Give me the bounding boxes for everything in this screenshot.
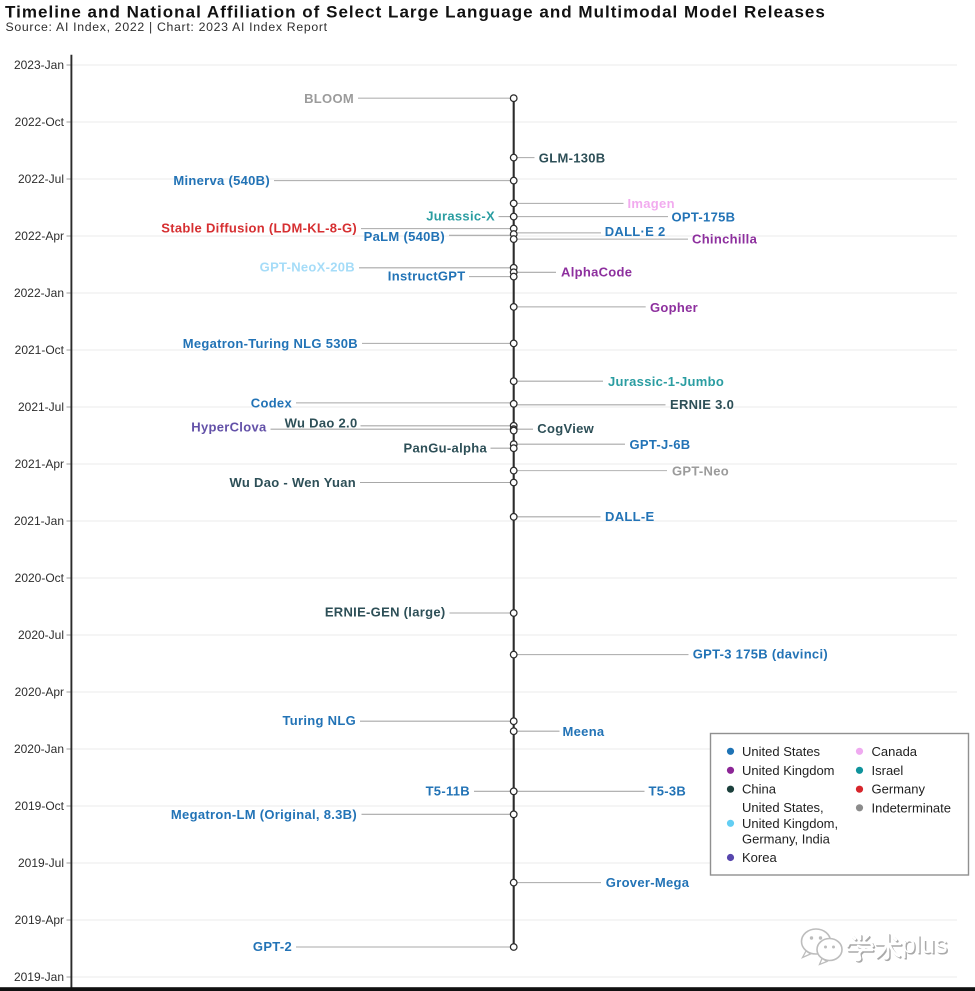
svg-text:Imagen: Imagen [628,196,675,211]
svg-text:Codex: Codex [251,396,293,411]
svg-text:PanGu-alpha: PanGu-alpha [404,440,488,455]
svg-text:GPT-2: GPT-2 [253,939,292,954]
svg-text:2023-Jan: 2023-Jan [14,58,64,72]
svg-text:ERNIE-GEN (large): ERNIE-GEN (large) [325,605,446,620]
svg-text:BLOOM: BLOOM [304,91,354,106]
svg-text:2022-Oct: 2022-Oct [15,115,65,129]
svg-text:Israel: Israel [872,763,904,778]
svg-text:2019-Oct: 2019-Oct [15,799,65,813]
svg-text:Indeterminate: Indeterminate [872,800,952,815]
svg-text:T5-3B: T5-3B [649,784,687,799]
svg-text:AlphaCode: AlphaCode [561,265,632,280]
svg-text:2022-Apr: 2022-Apr [15,229,64,243]
svg-text:China: China [742,782,777,797]
svg-text:GPT-J-6B: GPT-J-6B [630,437,691,452]
svg-text:GPT-NeoX-20B: GPT-NeoX-20B [260,260,355,275]
svg-text:Megatron-Turing NLG 530B: Megatron-Turing NLG 530B [183,336,358,351]
svg-text:GPT-Neo: GPT-Neo [672,463,729,478]
svg-text:CogView: CogView [537,421,594,436]
svg-text:United States: United States [742,744,821,759]
svg-text:2019-Jan: 2019-Jan [14,970,64,984]
svg-text:United States,: United States, [742,800,824,815]
svg-text:2021-Apr: 2021-Apr [15,457,64,471]
svg-text:2022-Jul: 2022-Jul [18,172,64,186]
svg-text:PaLM (540B): PaLM (540B) [364,229,445,244]
svg-text:Germany: Germany [872,782,926,797]
svg-text:Megatron-LM (Original, 8.3B): Megatron-LM (Original, 8.3B) [171,807,357,822]
svg-text:GPT-3 175B (davinci): GPT-3 175B (davinci) [693,647,828,662]
svg-text:Jurassic-1-Jumbo: Jurassic-1-Jumbo [608,374,724,389]
svg-text:T5-11B: T5-11B [426,784,470,799]
svg-text:Korea: Korea [742,850,777,865]
svg-text:United Kingdom,: United Kingdom, [742,816,838,831]
svg-text:2019-Jul: 2019-Jul [18,856,64,870]
svg-text:Grover-Mega: Grover-Mega [606,875,690,890]
svg-text:Source: AI Index, 2022 | Chart: Source: AI Index, 2022 | Chart: 2023 AI … [6,20,328,34]
svg-text:2019-Apr: 2019-Apr [15,913,64,927]
svg-text:Germany, India: Germany, India [742,832,831,847]
svg-text:plus: plus [902,931,948,959]
svg-text:plus: plus [903,933,949,961]
svg-text:Chinchilla: Chinchilla [692,231,758,246]
svg-text:OPT-175B: OPT-175B [672,209,736,224]
svg-text:Meena: Meena [563,724,605,739]
svg-text:DALL-E: DALL-E [605,509,654,524]
svg-text:Gopher: Gopher [650,300,698,315]
svg-text:HyperClova: HyperClova [191,420,267,435]
svg-text:2021-Oct: 2021-Oct [15,343,65,357]
svg-text:Minerva (540B): Minerva (540B) [173,173,270,188]
svg-text:2020-Oct: 2020-Oct [15,571,65,585]
svg-text:Turing NLG: Turing NLG [282,713,356,728]
svg-text:Stable Diffusion (LDM-KL-8-G): Stable Diffusion (LDM-KL-8-G) [161,221,357,236]
svg-text:DALL·E 2: DALL·E 2 [605,224,666,239]
svg-text:ERNIE 3.0: ERNIE 3.0 [670,397,734,412]
svg-text:2021-Jan: 2021-Jan [14,514,64,528]
svg-text:2020-Apr: 2020-Apr [15,685,64,699]
svg-text:United Kingdom: United Kingdom [742,763,835,778]
svg-text:InstructGPT: InstructGPT [388,269,466,284]
svg-text:Wu Dao - Wen Yuan: Wu Dao - Wen Yuan [230,475,356,490]
svg-text:2022-Jan: 2022-Jan [14,286,64,300]
svg-text:GLM-130B: GLM-130B [539,150,606,165]
svg-text:2021-Jul: 2021-Jul [18,400,64,414]
svg-text:Timeline and National Affiliat: Timeline and National Affiliation of Sel… [5,3,826,22]
svg-text:Wu Dao 2.0: Wu Dao 2.0 [285,415,358,430]
svg-text:2020-Jul: 2020-Jul [18,628,64,642]
svg-text:Canada: Canada [872,744,918,759]
svg-text:Jurassic-X: Jurassic-X [426,209,495,224]
svg-text:2020-Jan: 2020-Jan [14,742,64,756]
